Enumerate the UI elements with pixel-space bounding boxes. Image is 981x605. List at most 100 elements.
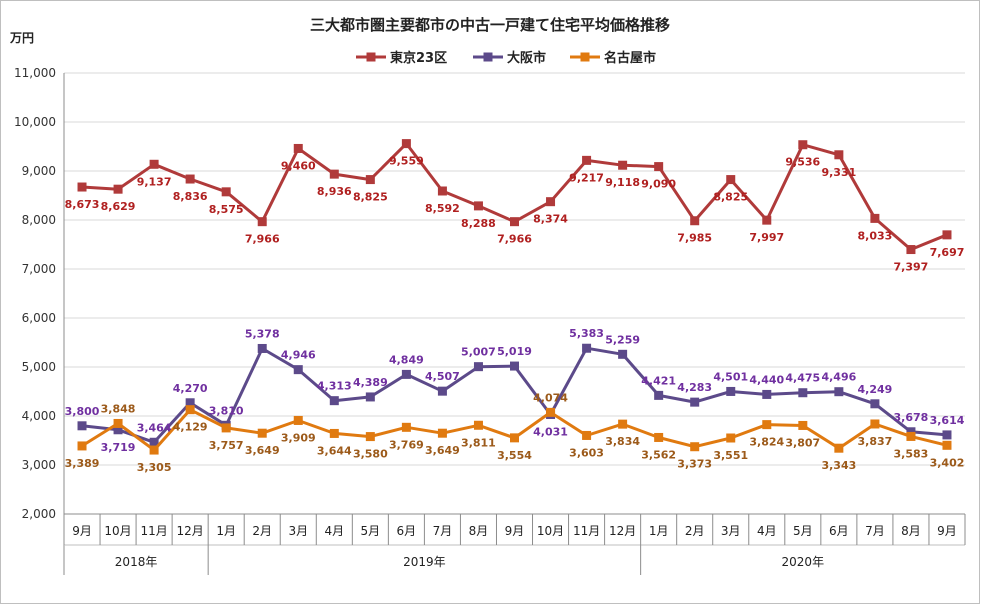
y-tick-label: 9,000 (22, 164, 56, 178)
data-point (906, 431, 916, 441)
data-label: 7,397 (894, 261, 929, 274)
y-tick-label: 2,000 (22, 507, 56, 521)
x-tick-label: 6月 (829, 524, 849, 538)
data-label: 4,421 (641, 374, 676, 387)
data-point (401, 369, 411, 379)
data-point (870, 419, 880, 429)
data-label: 3,810 (209, 404, 244, 417)
x-tick-label: 1月 (649, 524, 669, 538)
data-label: 4,507 (425, 370, 460, 383)
data-label: 4,283 (677, 381, 712, 394)
data-point (149, 437, 159, 447)
legend-label: 大阪市 (507, 50, 546, 66)
data-label: 5,019 (497, 345, 532, 358)
data-label: 8,825 (353, 191, 388, 204)
data-label: 3,678 (894, 411, 929, 424)
data-label: 4,074 (533, 391, 568, 404)
data-point (365, 392, 375, 402)
x-tick-label: 5月 (793, 524, 813, 538)
x-tick-label: 9月 (505, 524, 525, 538)
x-tick-label: 1月 (216, 524, 236, 538)
data-label: 7,985 (677, 232, 712, 245)
data-point (654, 162, 664, 172)
data-point (906, 245, 916, 255)
data-label: 3,807 (785, 436, 820, 449)
data-label: 3,562 (641, 448, 676, 461)
data-point (149, 445, 159, 455)
y-axis-unit: 万円 (9, 31, 34, 45)
x-tick-label: 8月 (469, 524, 489, 538)
data-label: 3,389 (65, 457, 100, 470)
data-label: 8,592 (425, 202, 460, 215)
x-tick-label: 8月 (901, 524, 921, 538)
data-point (654, 390, 664, 400)
y-tick-label: 10,000 (14, 115, 56, 129)
x-tick-label: 4月 (324, 524, 344, 538)
data-point (473, 420, 483, 430)
legend-marker (580, 52, 590, 62)
axes: 2,000 3,000 4,000 5,000 6,000 7,000 8,000 9,000… (14, 66, 966, 575)
data-point (654, 432, 664, 442)
data-point (798, 140, 808, 150)
data-point (365, 432, 375, 442)
data-label: 4,475 (785, 372, 820, 385)
data-label: 3,848 (101, 402, 136, 415)
data-label: 8,374 (533, 213, 568, 226)
data-label: 5,378 (245, 327, 280, 340)
data-label: 3,343 (821, 459, 856, 472)
data-label: 4,389 (353, 376, 388, 389)
data-point (293, 365, 303, 375)
data-label: 9,331 (821, 166, 856, 179)
series-layer (77, 139, 952, 455)
data-label: 4,440 (749, 373, 784, 386)
legend: 東京23区 大阪市 名古屋市 (356, 50, 656, 66)
data-point (834, 443, 844, 453)
data-label: 9,090 (641, 178, 676, 191)
data-label: 3,551 (713, 449, 748, 462)
data-point (942, 440, 952, 450)
data-label: 3,373 (677, 458, 712, 471)
data-point (401, 139, 411, 149)
data-label: 8,673 (65, 198, 100, 211)
data-point (77, 421, 87, 431)
legend-item: 東京23区 (356, 50, 447, 66)
data-label: 3,649 (425, 444, 460, 457)
data-label: 9,137 (137, 175, 172, 188)
data-point (582, 430, 592, 440)
chart-title: 三大都市圏主要都市の中古一戸建て住宅平均価格推移 (310, 16, 670, 34)
y-tick-label: 4,000 (22, 409, 56, 423)
data-point (77, 441, 87, 451)
x-tick-label: 9月 (937, 524, 957, 538)
data-point (834, 150, 844, 160)
data-point (942, 430, 952, 440)
data-point (365, 175, 375, 185)
data-point (473, 362, 483, 372)
x-tick-label: 4月 (757, 524, 777, 538)
data-label: 4,249 (858, 383, 893, 396)
data-point (726, 386, 736, 396)
year-label: 2018年 (115, 555, 158, 569)
data-label: 4,313 (317, 380, 352, 393)
data-point (762, 215, 772, 225)
y-tick-label: 6,000 (22, 311, 56, 325)
data-point (149, 159, 159, 169)
data-point (762, 420, 772, 430)
data-label: 3,649 (245, 444, 280, 457)
data-point (185, 405, 195, 415)
data-point (726, 175, 736, 185)
data-point (834, 387, 844, 397)
data-point (473, 201, 483, 211)
data-point (690, 442, 700, 452)
legend-label: 名古屋市 (604, 50, 656, 66)
legend-item: 名古屋市 (570, 50, 656, 66)
data-point (257, 217, 267, 227)
x-tick-label: 12月 (609, 524, 636, 538)
data-point (113, 418, 123, 428)
year-label: 2020年 (782, 555, 825, 569)
data-label: 5,383 (569, 327, 604, 340)
data-label: 8,936 (317, 185, 352, 198)
data-point (510, 433, 519, 443)
data-label: 9,536 (785, 156, 820, 169)
